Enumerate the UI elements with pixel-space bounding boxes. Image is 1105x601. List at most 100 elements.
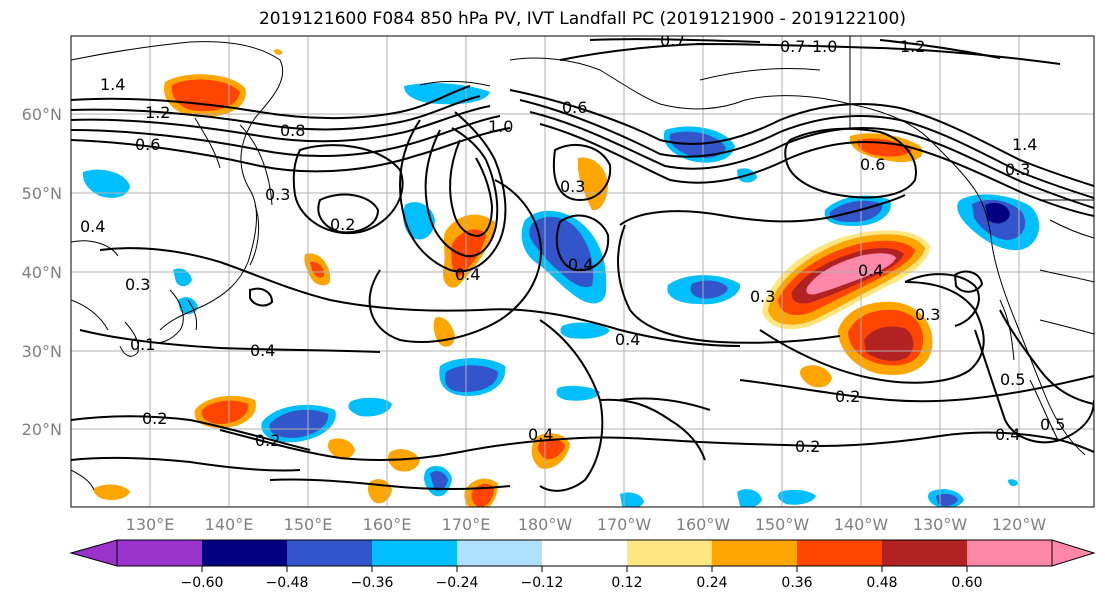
fill-small-orange-n xyxy=(274,49,283,55)
contour-e4 xyxy=(539,123,1094,217)
lat-label: 20°N xyxy=(22,420,62,439)
contour-label: 0.6 xyxy=(135,135,160,154)
contour-ne-a xyxy=(759,281,985,384)
fill-red-m xyxy=(471,483,494,507)
contour-top xyxy=(559,42,1061,65)
colorbar-tick-label: 0.36 xyxy=(781,575,812,591)
contour-ne-c xyxy=(974,329,1094,444)
fill-blue-g2 xyxy=(556,385,600,401)
contour-alaska-a xyxy=(784,127,917,199)
contour-label: 0.4 xyxy=(995,425,1020,444)
colorbar-seg-12 xyxy=(1051,539,1096,567)
contour-small-b xyxy=(953,270,984,293)
contour-s-c xyxy=(219,429,1094,461)
colorbar-tick-label: −0.24 xyxy=(436,575,479,591)
contour-mid-c xyxy=(619,194,906,226)
chart-title: 2019121600 F084 850 hPa PV, IVT Landfall… xyxy=(258,9,906,29)
contour-n3 xyxy=(71,105,491,143)
interior-line1 xyxy=(1049,219,1094,239)
pv-contours xyxy=(71,38,1094,492)
contour-low-d xyxy=(555,214,610,272)
lon-label: 120°W xyxy=(992,515,1047,534)
colorbar-tick-label: 0.48 xyxy=(866,575,897,591)
lon-label: 150°W xyxy=(755,515,810,534)
colorbar-tick-label: 0.60 xyxy=(951,575,982,591)
contour-label: 0.6 xyxy=(562,98,587,117)
contour-label: 1.0 xyxy=(488,117,513,136)
contour-s-b xyxy=(71,456,301,472)
contour-label: 0.5 xyxy=(1040,415,1065,434)
west-coast-us xyxy=(974,189,1086,456)
asia-mainland-s xyxy=(71,299,109,331)
contour-top2 xyxy=(589,38,761,43)
contour-e3 xyxy=(529,111,1094,209)
contour-label-layer: 1.4 1.2 0.6 0.8 0.3 0.2 0.4 1.0 0.7 0.3 … xyxy=(80,31,1065,456)
contour-s-g xyxy=(739,375,1094,403)
contour-low-c xyxy=(552,144,612,202)
lat-label: 30°N xyxy=(22,342,62,361)
lat-label: 40°N xyxy=(22,263,62,282)
fill-blue-v xyxy=(1008,479,1018,487)
fill-blue-g xyxy=(348,397,392,417)
lon-label: 180°W xyxy=(518,515,573,534)
contour-label: 1.0 xyxy=(812,37,837,56)
trough-2 xyxy=(424,127,499,258)
contour-label: 1.4 xyxy=(1012,135,1037,154)
trough-outer xyxy=(368,179,542,343)
interior-line2 xyxy=(1039,269,1094,283)
contour-label: 0.6 xyxy=(860,155,885,174)
colorbar-tick-label: −0.36 xyxy=(351,575,394,591)
lon-label: 130°W xyxy=(913,515,968,534)
fill-orange-r xyxy=(93,484,130,500)
contour-s-a xyxy=(71,415,311,451)
contour-label: 0.2 xyxy=(330,215,355,234)
lon-label: 130°E xyxy=(126,515,175,534)
baja-coast xyxy=(1029,379,1059,441)
latitude-axis: 60°N 50°N 40°N 30°N 20°N xyxy=(22,105,62,439)
fill-darkred-b2 xyxy=(864,326,914,361)
alaska-interior xyxy=(699,67,821,81)
contour-label: 0.7 xyxy=(660,31,685,50)
contour-n2 xyxy=(71,95,481,131)
contour-s-f xyxy=(619,397,711,411)
lon-label: 150°E xyxy=(284,515,333,534)
longitude-axis: 130°E 140°E 150°E 160°E 170°E 180°W 170°… xyxy=(126,515,1047,534)
fill-orange-c xyxy=(578,157,608,211)
trough-3 xyxy=(449,139,494,238)
contour-n5 xyxy=(71,127,511,173)
colorbar-tick-label: 0.24 xyxy=(696,575,727,591)
contour-label: 0.4 xyxy=(250,341,275,360)
colorbar-seg-11 xyxy=(967,540,1052,566)
colorbar-seg-10 xyxy=(882,540,967,566)
contour-label: 0.2 xyxy=(795,437,820,456)
contour-s-d xyxy=(269,478,511,490)
colorbar-seg-1 xyxy=(117,540,202,566)
contour-label: 0.2 xyxy=(142,409,167,428)
contour-top3 xyxy=(879,39,1001,59)
fill-blue-e xyxy=(560,322,610,339)
lat-label: 60°N xyxy=(22,105,62,124)
contour-label: 0.3 xyxy=(1005,160,1030,179)
philippines xyxy=(71,469,95,491)
contour-label: 0.7 xyxy=(780,37,805,56)
contour-mid-a xyxy=(99,247,741,347)
lon-label: 140°E xyxy=(205,515,254,534)
colorbar-outline xyxy=(116,539,1053,567)
contour-label: 0.4 xyxy=(568,255,593,274)
california-coast xyxy=(999,299,1015,361)
asia-mainland-n xyxy=(71,240,119,257)
japan-east xyxy=(187,299,198,331)
contour-label: 0.4 xyxy=(858,261,883,280)
contour-label: 0.3 xyxy=(750,287,775,306)
contour-label: 1.4 xyxy=(100,75,125,94)
contour-e1 xyxy=(509,89,1094,187)
coastlines xyxy=(71,36,1094,491)
contour-ne-d xyxy=(999,309,1094,405)
fill-orange-f xyxy=(800,365,832,388)
fill-midblue-f xyxy=(444,365,498,392)
fill-blue-o xyxy=(737,489,762,507)
korea-coast xyxy=(119,321,139,357)
colorbar-tick-label: −0.60 xyxy=(181,575,224,591)
colorbar-seg-6 xyxy=(542,540,627,566)
